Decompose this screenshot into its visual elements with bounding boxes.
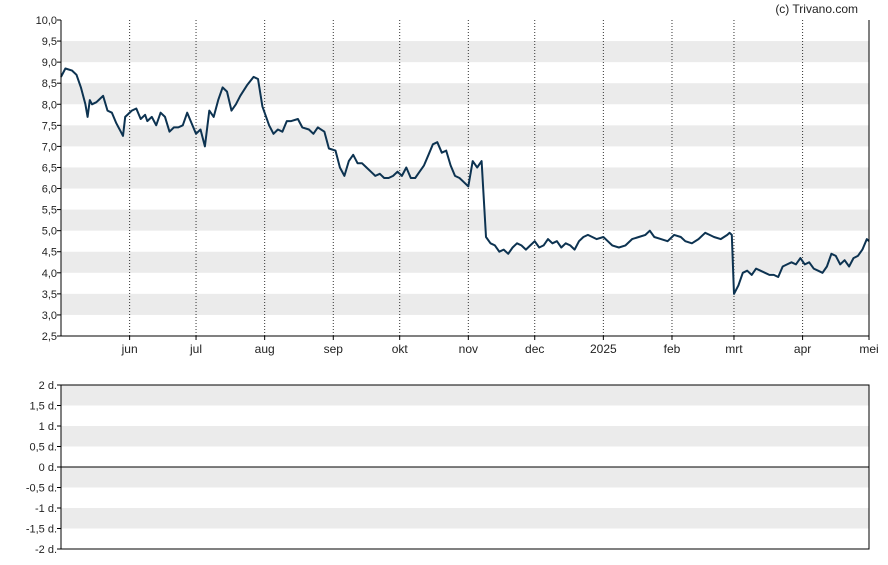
y-tick-label: 5,5 [42,205,57,217]
price-band [61,83,869,105]
copyright-label: (c) Trivano.com [775,2,858,16]
x-tick-label: apr [794,342,811,356]
price-band [61,293,869,315]
price-band [61,167,869,189]
x-tick-label: jul [189,342,202,356]
y-tick-label: 7,0 [42,141,57,153]
y-tick-label: 3,5 [42,289,57,301]
x-tick-label: aug [255,342,275,356]
volume-chart: 2 d. 1,5 d. 1 d. 0,5 d. 0 d. -0,5 d. -1 d. -1,5… [26,380,870,556]
y-tick-label: -1 d. [35,503,57,515]
y-tick-label: 1,5 d. [29,401,57,413]
volume-band [61,467,869,488]
y-tick-label: 6,5 [42,162,57,174]
volume-y-axis: 2 d. 1,5 d. 1 d. 0,5 d. 0 d. -0,5 d. -1 d. -1,5… [26,380,61,556]
y-tick-label: 0 d. [39,462,57,474]
y-tick-label: -0,5 d. [26,483,57,495]
y-tick-label: 4,5 [42,247,57,259]
y-tick-label: 2,5 [42,331,57,343]
volume-band [61,385,869,406]
price-band [61,251,869,273]
y-tick-label: 1 d. [39,421,57,433]
x-tick-label: mrt [725,342,743,356]
price-band [61,209,869,231]
x-tick-label: nov [459,342,478,356]
y-tick-label: -2 d. [35,544,57,556]
y-tick-label: -1,5 d. [26,524,57,536]
price-band [61,41,869,63]
price-band-layer [61,41,869,315]
x-tick-label: feb [664,342,681,356]
x-tick-label: 2025 [590,342,617,356]
y-tick-label: 2 d. [39,380,57,392]
y-tick-label: 9,0 [42,57,57,69]
x-tick-label: sep [324,342,344,356]
price-line [60,67,870,295]
volume-band [61,508,869,529]
y-tick-label: 4,0 [42,268,57,280]
price-y-axis: 2,5 3,0 3,5 4,0 4,5 5,0 5,5 6,0 6,5 7,0 7,5 8,0 8,5 9… [36,15,61,343]
y-tick-label: 10,0 [36,15,57,27]
y-tick-label: 6,0 [42,184,57,196]
price-x-axis: jun jul aug sep okt nov dec 2025 feb mrt apr mei [121,336,879,356]
y-tick-label: 9,5 [42,36,57,48]
y-tick-label: 5,0 [42,226,57,238]
x-tick-label: jun [121,342,138,356]
x-tick-label: okt [392,342,409,356]
y-tick-label: 8,5 [42,78,57,90]
volume-band-layer [61,385,869,529]
y-tick-label: 7,5 [42,120,57,132]
volume-band [61,426,869,447]
y-tick-label: 8,0 [42,99,57,111]
price-band [61,125,869,147]
x-tick-label: dec [525,342,544,356]
x-tick-label: mei [859,342,878,356]
y-tick-label: 0,5 d. [29,442,57,454]
y-tick-label: 3,0 [42,310,57,322]
price-chart: 2,5 3,0 3,5 4,0 4,5 5,0 5,5 6,0 6,5 7,0 7,5 8,0 8,5 9… [36,15,879,356]
